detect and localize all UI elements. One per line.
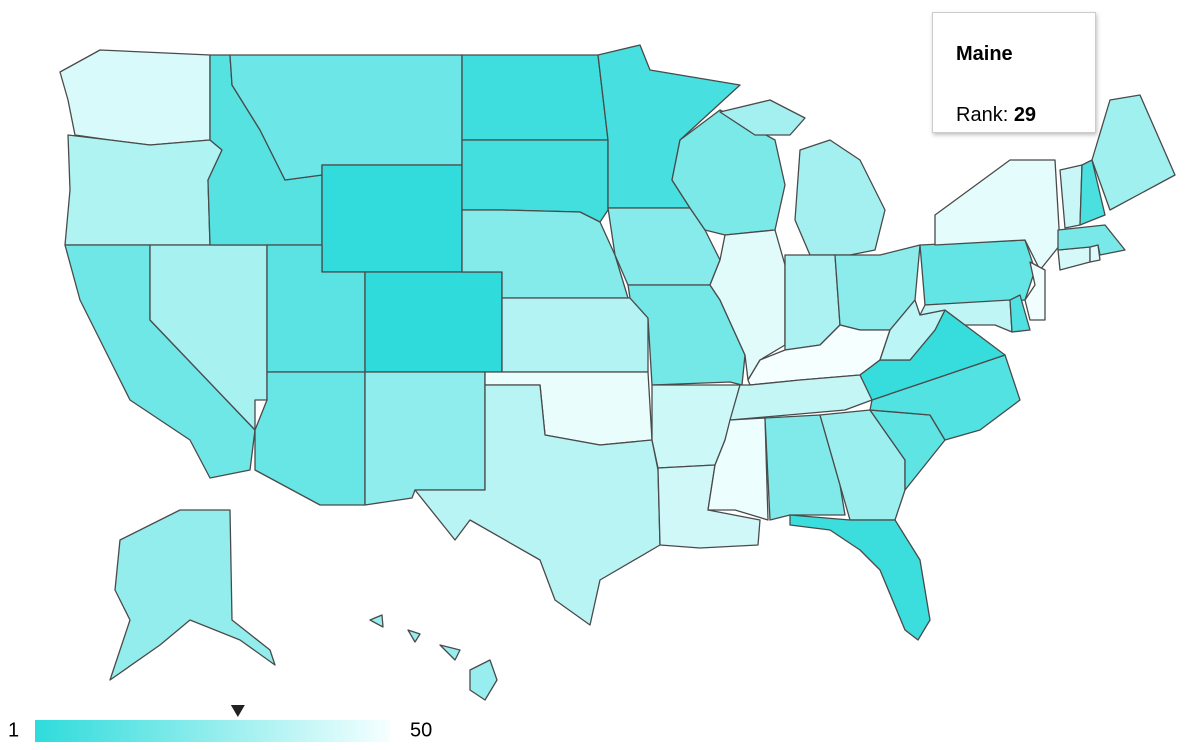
legend-marker: [230, 705, 245, 717]
state[interactable]: [321, 164, 463, 273]
state[interactable]: [414, 384, 661, 626]
state[interactable]: [1009, 294, 1031, 333]
state[interactable]: [789, 514, 931, 641]
state[interactable]: [719, 99, 886, 256]
state[interactable]: [369, 614, 498, 701]
states: [59, 44, 1176, 701]
state[interactable]: [364, 271, 503, 373]
state[interactable]: [1059, 164, 1083, 229]
state[interactable]: [1057, 246, 1091, 271]
state[interactable]: [109, 509, 276, 681]
tooltip-title: Maine: [956, 43, 1013, 65]
state[interactable]: [254, 371, 366, 506]
state[interactable]: [1024, 261, 1046, 321]
legend-min: 1: [8, 719, 19, 741]
state[interactable]: [59, 49, 211, 146]
state[interactable]: [364, 371, 486, 506]
state[interactable]: [1057, 224, 1126, 256]
tooltip-label: Rank:: [956, 104, 1009, 126]
state[interactable]: [501, 297, 649, 373]
state[interactable]: [64, 134, 223, 246]
state[interactable]: [1091, 94, 1176, 211]
legend-gradient: [35, 720, 390, 742]
tooltip: Maine Rank: 29: [932, 12, 1096, 133]
state[interactable]: [461, 209, 629, 299]
tooltip-value: 29: [1013, 104, 1037, 126]
state[interactable]: [461, 54, 609, 141]
state[interactable]: [869, 354, 1021, 441]
legend-max: 50: [410, 719, 432, 741]
tooltip-line: Rank: 29: [956, 104, 1036, 127]
state[interactable]: [919, 239, 1036, 306]
state[interactable]: [1079, 159, 1106, 226]
state[interactable]: [934, 159, 1061, 271]
